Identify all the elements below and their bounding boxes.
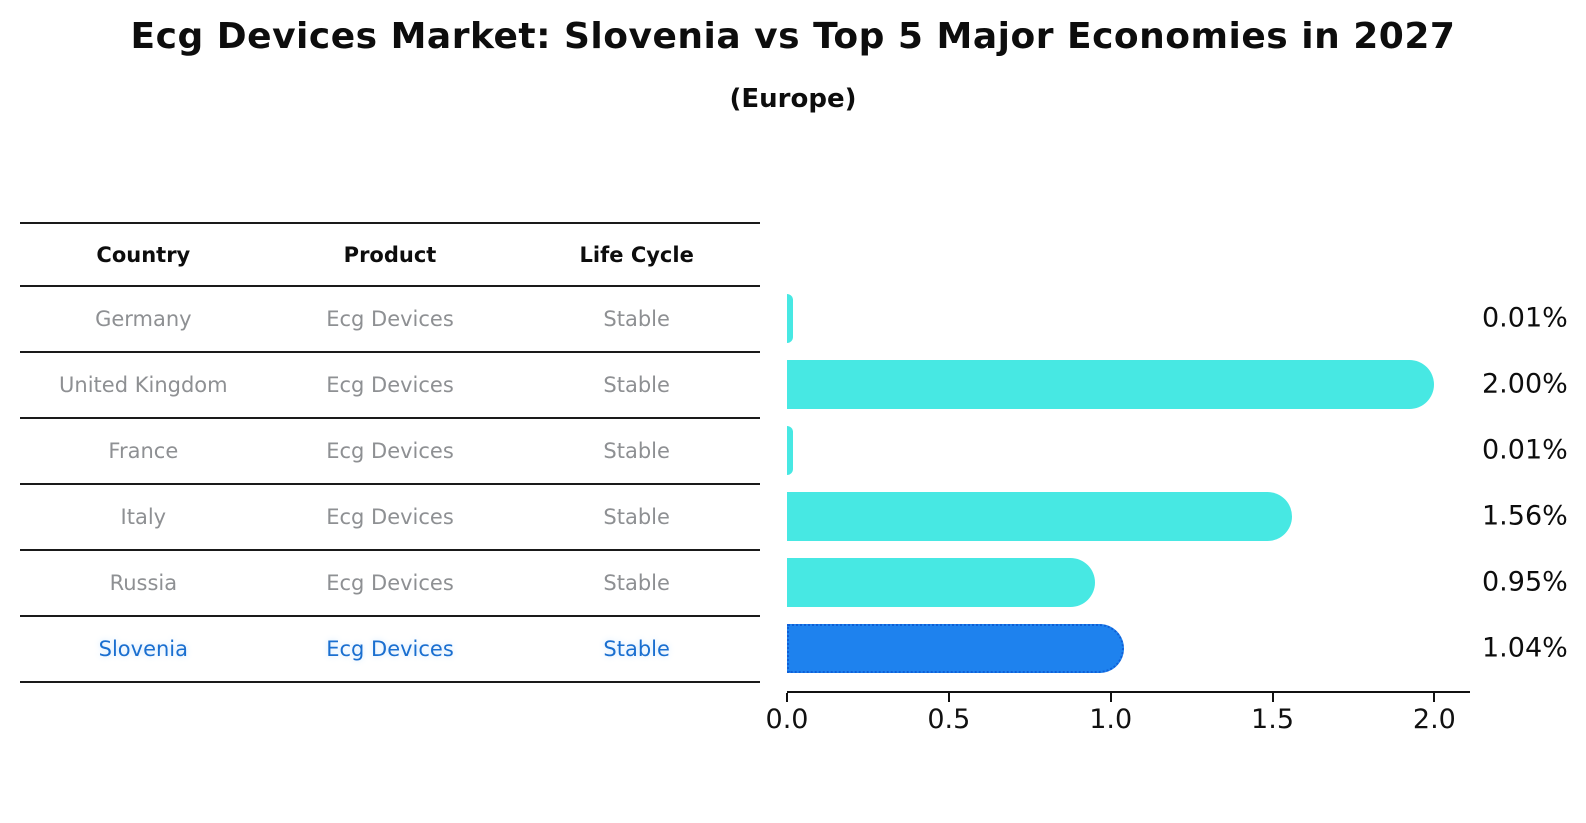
table-row: Russia Ecg Devices Stable: [20, 551, 760, 617]
bar-slovenia-highlighted: [787, 623, 1124, 673]
bar-row: 1.04%: [787, 615, 1568, 681]
cell-life-cycle: Stable: [603, 637, 670, 661]
x-axis-tick: 1.5: [1251, 693, 1294, 735]
bar-france: [787, 425, 793, 475]
cell-product: Ecg Devices: [326, 571, 454, 595]
bar-value-label: 0.01%: [1482, 302, 1568, 334]
cell-life-cycle: Stable: [603, 571, 670, 595]
x-axis: 0.0 0.5 1.0 1.5 2.0: [766, 691, 1470, 735]
x-axis-tick-label: 0.0: [765, 704, 809, 735]
bar-germany: [787, 293, 793, 343]
cell-product: Ecg Devices: [326, 439, 454, 463]
chart-subtitle: (Europe): [729, 84, 857, 114]
cell-life-cycle: Stable: [603, 505, 670, 529]
bar-united-kingdom: [787, 359, 1435, 409]
column-header-country: Country: [96, 242, 191, 267]
x-axis-tick-label: 0.5: [927, 704, 971, 735]
cell-life-cycle: Stable: [603, 307, 670, 331]
bar-value-label: 1.04%: [1482, 632, 1568, 664]
bar-value-label: 1.56%: [1482, 500, 1568, 532]
table-row-highlight-slovenia: Slovenia Ecg Devices Stable: [20, 617, 760, 683]
table-row: United Kingdom Ecg Devices Stable: [20, 353, 760, 419]
cell-country: Germany: [95, 307, 192, 331]
cell-country: Slovenia: [98, 637, 189, 661]
cell-country: France: [108, 439, 179, 463]
bar-row: 0.01%: [787, 417, 1568, 483]
bar-value-label: 0.95%: [1482, 566, 1568, 598]
table-row: Germany Ecg Devices Stable: [20, 287, 760, 353]
x-axis-tick-label: 1.5: [1251, 704, 1295, 735]
cell-country: Italy: [120, 505, 167, 529]
bar-chart: 0.01% 2.00% 0.01% 1.56% 0.95% 1.04%: [787, 285, 1568, 681]
bar-row: 0.01%: [787, 285, 1568, 351]
cell-product: Ecg Devices: [326, 637, 454, 661]
country-table: Country Product Life Cycle Germany Ecg D…: [20, 222, 760, 683]
bar-value-label: 2.00%: [1482, 368, 1568, 400]
column-header-product: Product: [343, 242, 437, 267]
x-axis-tick: 0.5: [927, 693, 970, 735]
bar-italy: [787, 491, 1292, 541]
x-axis-tick: 0.0: [766, 693, 808, 735]
cell-life-cycle: Stable: [603, 439, 670, 463]
cell-product: Ecg Devices: [326, 307, 454, 331]
bar-value-label: 0.01%: [1482, 434, 1568, 466]
chart-title: Ecg Devices Market: Slovenia vs Top 5 Ma…: [130, 16, 1456, 57]
cell-product: Ecg Devices: [326, 505, 454, 529]
x-axis-tick: 1.0: [1089, 693, 1132, 735]
cell-product: Ecg Devices: [326, 373, 454, 397]
cell-life-cycle: Stable: [603, 373, 670, 397]
table-row: France Ecg Devices Stable: [20, 419, 760, 485]
cell-country: Russia: [109, 571, 178, 595]
column-header-life-cycle: Life Cycle: [579, 242, 694, 267]
bar-row: 1.56%: [787, 483, 1568, 549]
x-axis-tick-label: 1.0: [1089, 704, 1133, 735]
table-header-row: Country Product Life Cycle: [20, 224, 760, 287]
cell-country: United Kingdom: [59, 373, 228, 397]
table-row: Italy Ecg Devices Stable: [20, 485, 760, 551]
bar-row: 0.95%: [787, 549, 1568, 615]
x-axis-tick-label: 2.0: [1412, 704, 1456, 735]
x-axis-tick: 2.0: [1413, 693, 1456, 735]
bar-russia: [787, 557, 1095, 607]
bar-row: 2.00%: [787, 351, 1568, 417]
